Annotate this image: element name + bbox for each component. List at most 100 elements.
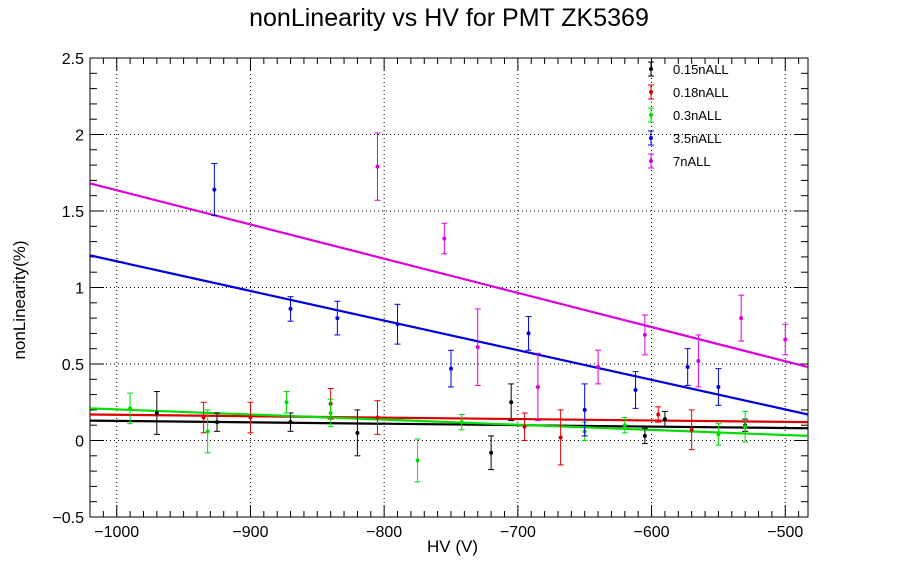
marker: [716, 384, 721, 389]
data-point-0.18nALL: [200, 401, 207, 434]
data-point-3.5nALL: [684, 348, 691, 386]
x-tick-label: −600: [634, 524, 670, 541]
data-point-3.5nALL: [448, 349, 455, 388]
data-point-0.3nALL: [283, 391, 290, 414]
legend-label: 0.3nALL: [673, 108, 721, 123]
marker: [716, 432, 721, 437]
x-axis-label: HV (V): [427, 537, 478, 556]
data-point-3.5nALL: [632, 371, 639, 409]
marker: [526, 331, 531, 336]
y-tick-label: −0.5: [52, 510, 84, 527]
y-tick-label: 0.5: [62, 357, 84, 374]
legend-label: 3.5nALL: [673, 131, 721, 146]
legend-marker: [649, 67, 653, 71]
data-point-3.5nALL: [394, 303, 401, 345]
data-point-3.5nALL: [581, 383, 588, 437]
legend-marker: [649, 90, 653, 94]
legend-entry: 7nALL: [648, 153, 711, 169]
marker: [449, 366, 454, 371]
marker: [459, 420, 464, 425]
marker: [685, 365, 690, 370]
data-point-0.3nALL: [715, 423, 722, 446]
legend-entry: 3.5nALL: [648, 130, 721, 146]
data-point-7nALL: [641, 314, 648, 356]
legend-marker: [649, 136, 653, 140]
marker: [522, 424, 527, 429]
legend-entry: 0.18nALL: [648, 84, 729, 100]
marker: [739, 316, 744, 321]
chart-title: nonLinearity vs HV for PMT ZK5369: [249, 4, 649, 32]
fit-line-7nALL: [89, 182, 809, 369]
data-point-0.15nALL: [641, 427, 648, 445]
marker: [288, 306, 293, 311]
data-point-0.15nALL: [488, 435, 495, 471]
marker: [375, 164, 380, 169]
marker: [689, 427, 694, 432]
legend-entry: 0.3nALL: [648, 107, 721, 123]
data-point-0.18nALL: [688, 409, 695, 451]
y-tick-label: 1.5: [62, 204, 84, 221]
data-point-0.3nALL: [414, 438, 421, 483]
data-point-7nALL: [534, 352, 541, 422]
marker: [248, 415, 253, 420]
data-point-0.15nALL: [661, 410, 668, 428]
data-point-0.18nALL: [557, 409, 564, 466]
fit-line-0.15nALL: [89, 419, 809, 430]
data-point-0.18nALL: [655, 406, 662, 423]
marker: [582, 407, 587, 412]
marker: [205, 429, 210, 434]
marker: [656, 412, 661, 417]
y-tick-label: 1: [75, 281, 84, 298]
data-point-0.3nALL: [621, 417, 628, 434]
marker: [375, 415, 380, 420]
data-point-0.3nALL: [742, 410, 749, 443]
marker: [642, 332, 647, 337]
marker: [284, 400, 289, 405]
marker: [288, 420, 293, 425]
data-point-3.5nALL: [715, 368, 722, 406]
marker: [395, 322, 400, 327]
y-tick-label: 0: [75, 434, 84, 451]
marker: [783, 337, 788, 342]
marker: [662, 417, 667, 422]
data-point-0.3nALL: [327, 398, 334, 428]
marker: [622, 423, 627, 428]
legend-marker: [649, 113, 653, 117]
data-point-7nALL: [474, 308, 481, 386]
fit-line-0.18nALL: [89, 413, 809, 424]
marker: [696, 358, 701, 363]
marker: [215, 420, 220, 425]
marker: [633, 388, 638, 393]
marker: [212, 187, 217, 192]
legend-entry: 0.15nALL: [648, 61, 729, 77]
marker: [558, 435, 563, 440]
data-point-7nALL: [738, 294, 745, 342]
data-point-7nALL: [374, 132, 381, 201]
data-point-0.15nALL: [287, 412, 294, 432]
marker: [475, 345, 480, 350]
marker: [509, 400, 514, 405]
data-point-7nALL: [441, 222, 448, 255]
data-point-3.5nALL: [525, 316, 532, 351]
legend-label: 7nALL: [673, 154, 711, 169]
fit-line-0.3nALL: [89, 407, 809, 438]
data-point-0.15nALL: [354, 409, 361, 457]
x-tick-label: −1000: [94, 524, 139, 541]
data-point-0.18nALL: [521, 412, 528, 441]
data-point-7nALL: [595, 349, 602, 385]
data-point-0.3nALL: [127, 392, 134, 425]
x-tick-label: −900: [232, 524, 268, 541]
y-tick-label: 2: [75, 128, 84, 145]
x-tick-label: −700: [500, 524, 536, 541]
y-tick-label: 2.5: [62, 51, 84, 68]
marker: [355, 430, 360, 435]
legend-label: 0.15nALL: [673, 62, 729, 77]
data-point-0.15nALL: [214, 412, 221, 432]
marker: [328, 410, 333, 415]
data-point-0.3nALL: [458, 413, 465, 431]
marker: [154, 410, 159, 415]
marker: [489, 450, 494, 455]
data-point-7nALL: [695, 334, 702, 388]
y-axis-label: nonLinearity(%): [10, 240, 29, 360]
